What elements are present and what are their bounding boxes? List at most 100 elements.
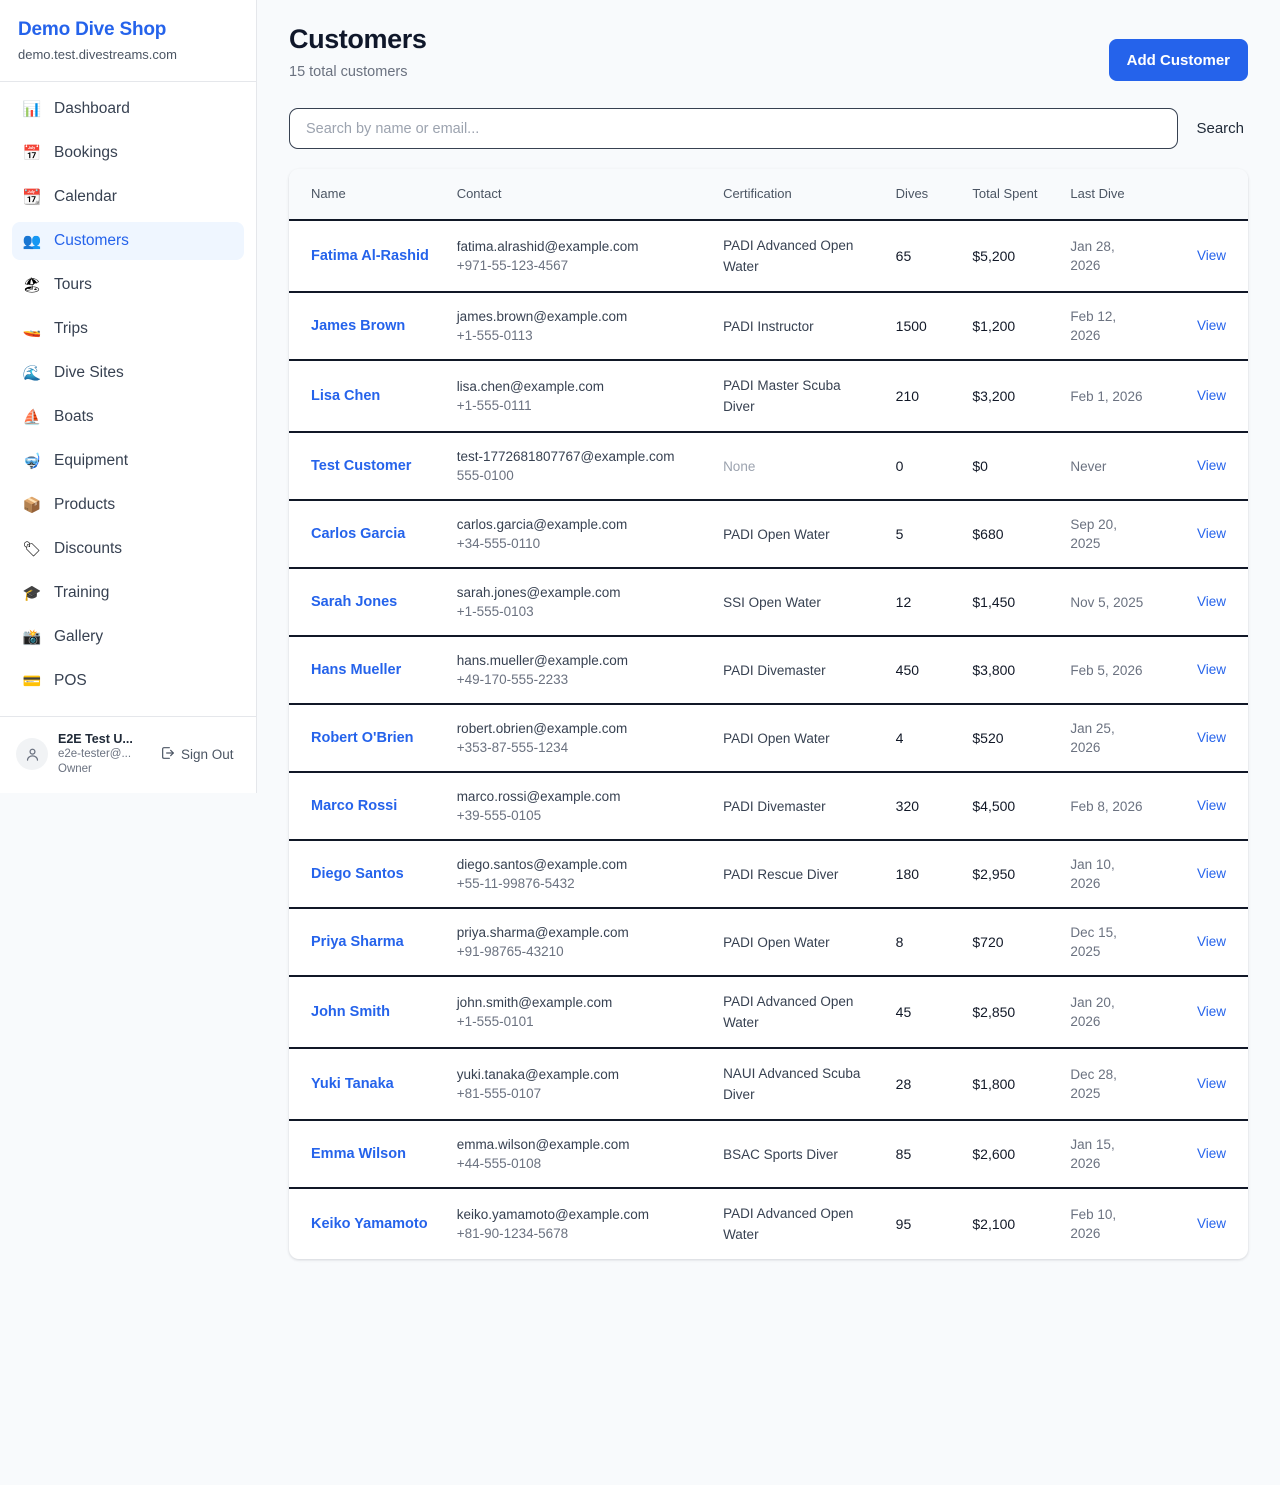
cell-last-dive: Jan 28, 2026 (1060, 220, 1155, 293)
cell-last-dive: Feb 10, 2026 (1060, 1188, 1154, 1259)
customer-phone: +81-90-1234-5678 (456, 1226, 569, 1241)
table-row: Diego Santos diego.santos@example.com +55-… (289, 840, 1248, 909)
cell-name: Fatima Al-Rashid (289, 220, 447, 293)
sidebar-item-calendar[interactable]: 📆 Calendar (12, 178, 244, 216)
view-link[interactable]: View (1196, 526, 1226, 541)
view-link[interactable]: View (1196, 1146, 1226, 1161)
view-link[interactable]: View (1196, 1216, 1226, 1231)
view-link[interactable]: View (1196, 1004, 1226, 1019)
view-link[interactable]: View (1196, 662, 1226, 677)
sidebar-item-dashboard[interactable]: 📊 Dashboard (12, 90, 244, 128)
cell-last-dive: Jan 10, 2026 (1060, 840, 1155, 909)
sidebar-item-equipment[interactable]: 🤿 Equipment (12, 442, 244, 480)
column-header-name: Name (289, 169, 447, 221)
customer-email: james.brown@example.com (456, 309, 628, 324)
customer-email: yuki.tanaka@example.com (456, 1067, 619, 1082)
dives-value: 0 (895, 458, 904, 474)
customer-name-link[interactable]: Fatima Al-Rashid (311, 248, 429, 264)
total-spent-value: $0 (972, 458, 988, 474)
customer-name-link[interactable]: John Smith (311, 1004, 390, 1020)
sidebar-item-products[interactable]: 📦 Products (12, 486, 244, 524)
customer-name-link[interactable]: Priya Sharma (311, 934, 404, 950)
customers-table-card: Name Contact Certification Dives Total Spent… (289, 169, 1248, 1259)
customer-name-link[interactable]: Test Customer (311, 458, 412, 474)
dives-value: 8 (895, 934, 904, 950)
last-dive-value: Feb 1, 2026 (1070, 388, 1143, 404)
sidebar-item-customers[interactable]: 👥 Customers (12, 222, 244, 260)
customer-name-link[interactable]: Diego Santos (311, 866, 404, 882)
cell-name: Diego Santos (289, 840, 447, 909)
customer-name-link[interactable]: Yuki Tanaka (311, 1076, 394, 1092)
sidebar-item-pos[interactable]: 💳 POS (12, 662, 244, 700)
cell-certification: SSI Open Water (713, 568, 886, 637)
customer-name-link[interactable]: James Brown (311, 318, 406, 334)
customer-phone: +91-98765-43210 (456, 944, 564, 959)
sidebar-item-training[interactable]: 🎓 Training (12, 574, 244, 612)
cell-total-spent: $0 (962, 432, 1061, 501)
cell-actions: View (1154, 636, 1248, 705)
customer-phone: +1-555-0113 (456, 328, 533, 343)
cell-total-spent: $2,850 (962, 976, 1061, 1049)
customer-name-link[interactable]: Emma Wilson (311, 1146, 406, 1162)
sidebar-item-boats[interactable]: ⛵ Boats (12, 398, 244, 436)
view-link[interactable]: View (1196, 458, 1226, 473)
view-link[interactable]: View (1196, 594, 1226, 609)
graduation-cap-icon: 🎓 (22, 583, 42, 602)
cell-certification: PADI Rescue Diver (713, 840, 886, 909)
customer-name-link[interactable]: Keiko Yamamoto (311, 1216, 428, 1232)
dives-value: 45 (895, 1004, 912, 1020)
cell-last-dive: Nov 5, 2025 (1060, 568, 1155, 637)
sign-out-button[interactable]: Sign Out (160, 745, 234, 764)
customer-name-link[interactable]: Marco Rossi (311, 798, 398, 814)
add-customer-button[interactable]: Add Customer (1108, 39, 1248, 81)
customer-name-link[interactable]: Hans Mueller (311, 662, 402, 678)
view-link[interactable]: View (1196, 934, 1226, 949)
view-link[interactable]: View (1196, 318, 1226, 333)
total-spent-value: $2,850 (972, 1004, 1016, 1020)
total-spent-value: $1,200 (972, 318, 1016, 334)
cell-last-dive: Feb 12, 2026 (1060, 292, 1155, 361)
sidebar: Demo Dive Shop demo.test.divestreams.com… (0, 0, 257, 793)
cell-dives: 320 (885, 772, 963, 841)
last-dive-value: Jan 20, 2026 (1070, 995, 1115, 1029)
customer-name-link[interactable]: Carlos Garcia (311, 526, 406, 542)
sidebar-item-dive-sites[interactable]: 🌊 Dive Sites (12, 354, 244, 392)
sidebar-item-label: Products (54, 496, 116, 513)
logout-icon (160, 745, 176, 764)
customer-name-link[interactable]: Sarah Jones (311, 594, 398, 610)
customer-name-link[interactable]: Robert O'Brien (311, 730, 414, 746)
sidebar-item-tours[interactable]: 🏖 Tours (12, 266, 244, 304)
cell-certification: None (713, 432, 886, 501)
sidebar-item-label: Gallery (54, 628, 104, 645)
sidebar-item-bookings[interactable]: 📅 Bookings (12, 134, 244, 172)
search-button[interactable]: Search (1192, 120, 1248, 137)
sidebar-item-trips[interactable]: 🚤 Trips (12, 310, 244, 348)
sidebar-user-footer: E2E Test U... e2e-tester@... Owner Sign … (0, 716, 256, 793)
view-link[interactable]: View (1196, 866, 1226, 881)
customer-name-link[interactable]: Lisa Chen (311, 388, 381, 404)
customer-email: hans.mueller@example.com (456, 653, 628, 668)
view-link[interactable]: View (1196, 730, 1226, 745)
cell-contact: carlos.garcia@example.com +34-555-0110 (446, 500, 714, 569)
cell-total-spent: $2,950 (962, 840, 1061, 909)
cell-certification: NAUI Advanced Scuba Diver (713, 1048, 886, 1121)
customer-phone: 555-0100 (456, 468, 514, 483)
cell-total-spent: $5,200 (962, 220, 1061, 293)
view-link[interactable]: View (1196, 1076, 1226, 1091)
dives-value: 85 (895, 1146, 912, 1162)
customer-phone: +971-55-123-4567 (456, 258, 569, 273)
table-row: Carlos Garcia carlos.garcia@example.com +3… (289, 500, 1248, 569)
search-input[interactable] (289, 108, 1179, 149)
cell-dives: 180 (885, 840, 963, 909)
view-link[interactable]: View (1196, 248, 1226, 263)
cell-certification: PADI Advanced Open Water (713, 1188, 886, 1259)
sidebar-item-label: Discounts (54, 540, 123, 557)
customer-email: keiko.yamamoto@example.com (456, 1207, 649, 1222)
cell-dives: 45 (885, 976, 963, 1049)
certification-value: PADI Advanced Open Water (723, 994, 854, 1030)
dives-value: 320 (895, 798, 920, 814)
view-link[interactable]: View (1196, 388, 1226, 403)
sidebar-item-discounts[interactable]: 🏷 Discounts (12, 530, 244, 568)
view-link[interactable]: View (1196, 798, 1226, 813)
sidebar-item-gallery[interactable]: 📸 Gallery (12, 618, 244, 656)
